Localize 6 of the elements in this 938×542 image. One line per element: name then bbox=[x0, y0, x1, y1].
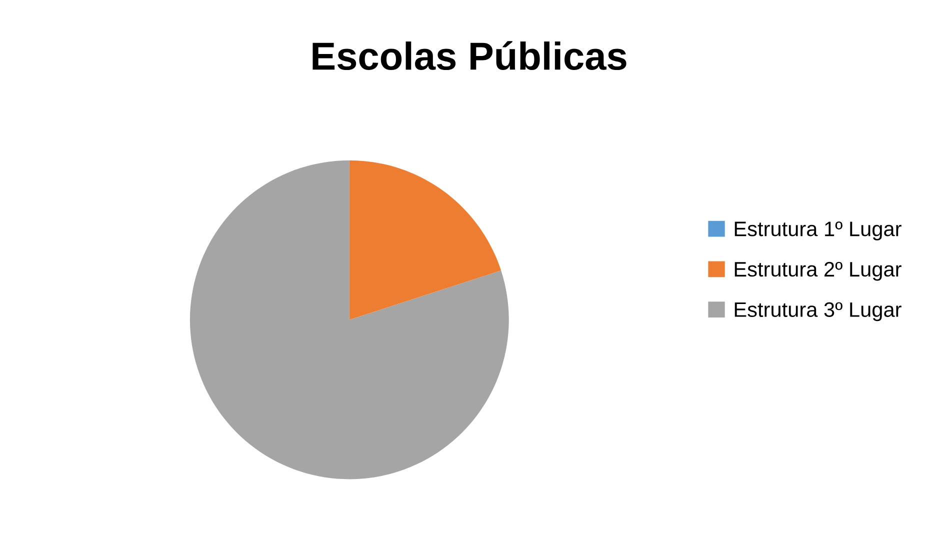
chart-title: Escolas Públicas bbox=[312, 41, 626, 70]
legend-label: Estrutura 1º Lugar bbox=[734, 222, 902, 240]
legend-label: Estrutura 2º Lugar bbox=[734, 262, 902, 281]
pie-slice bbox=[190, 160, 509, 480]
legend-label: Estrutura 3º Lugar bbox=[734, 302, 902, 322]
pie-slice bbox=[349, 160, 502, 320]
